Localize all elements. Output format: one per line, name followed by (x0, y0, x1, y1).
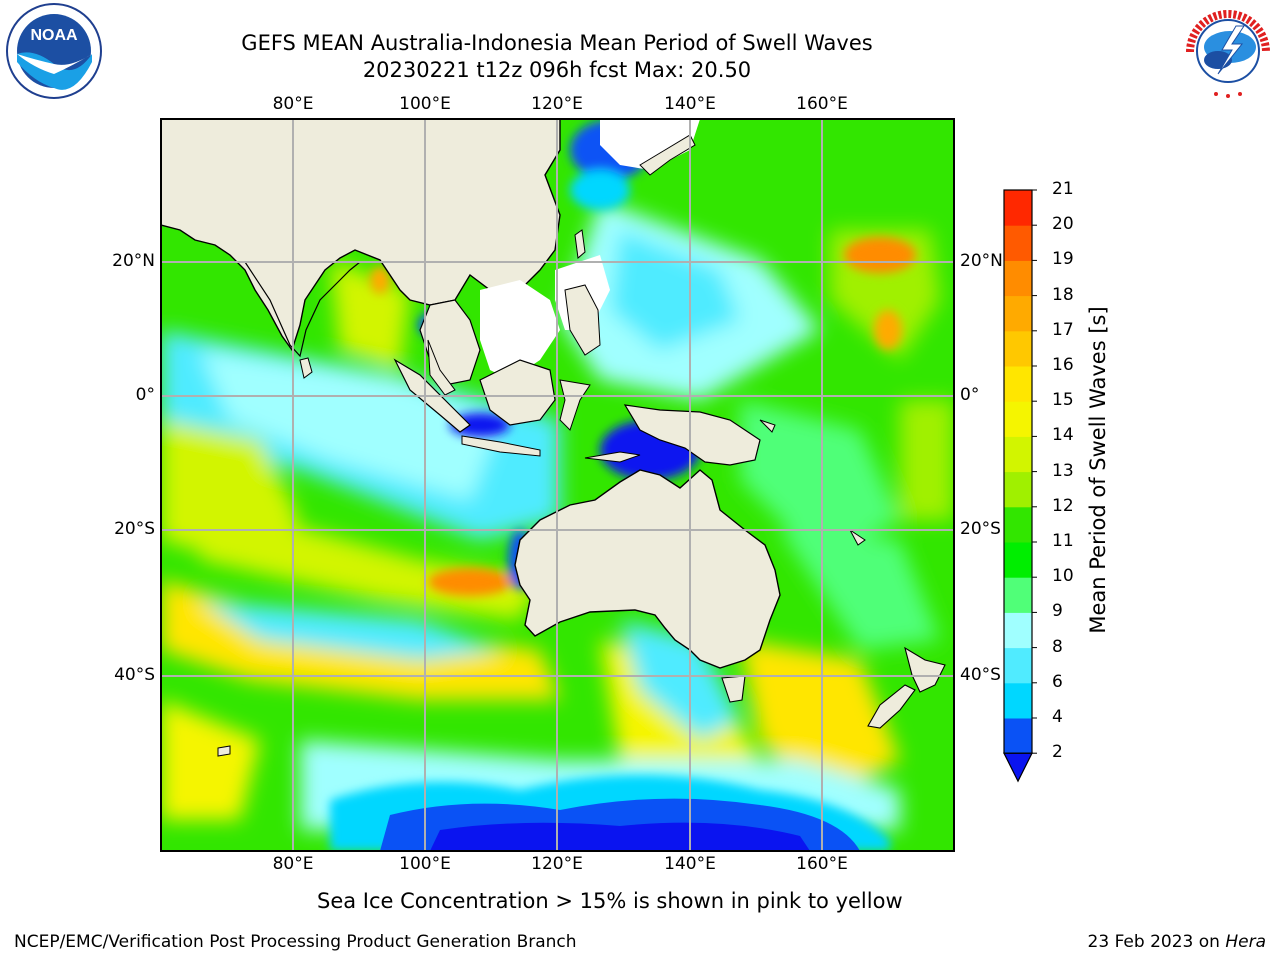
lat-label-right-20s: 20°S (960, 519, 1001, 539)
colorbar-tick-label: 6 (1052, 671, 1063, 692)
lon-label-bottom-160e: 160°E (796, 854, 848, 874)
lon-label-top-140e: 140°E (664, 94, 716, 114)
colorbar-tick-label: 14 (1052, 425, 1074, 446)
colorbar-bin (1004, 718, 1032, 754)
sea-ice-note: Sea Ice Concentration > 15% is shown in … (317, 889, 903, 913)
lat-label-left-20s: 20°S (114, 519, 155, 539)
credit-text: NCEP/EMC/Verification Post Processing Pr… (14, 932, 577, 952)
lon-label-bottom-80e: 80°E (272, 854, 314, 874)
colorbar-bin (1004, 647, 1032, 684)
date-text: 23 Feb 2023 on (1087, 932, 1220, 952)
colorbar-tick-label: 11 (1052, 531, 1074, 551)
colorbar-bin (1004, 577, 1032, 613)
graticule (161, 119, 954, 851)
lon-label-bottom-120e: 120°E (531, 854, 583, 874)
colorbar-tick-label: 19 (1052, 249, 1074, 270)
lat-label-right-40s: 40°S (960, 665, 1001, 685)
colorbar (1003, 189, 1037, 783)
colorbar-bin (1004, 542, 1032, 578)
datestamp: 23 Feb 2023 on Hera (1088, 932, 1266, 952)
colorbar-bin (1004, 682, 1032, 719)
colorbar-tick-label: 17 (1052, 319, 1074, 340)
map-subtitle: 20230221 t12z 096h fcst Max: 20.50 (362, 58, 752, 82)
colorbar-tick-label: 15 (1052, 390, 1074, 411)
colorbar-bin (1004, 295, 1032, 332)
colorbar-title: Mean Period of Swell Waves [s] (1086, 306, 1110, 634)
lon-label-top-160e: 160°E (796, 94, 848, 114)
colorbar-tick-label: 8 (1052, 636, 1063, 657)
colorbar-bin (1004, 260, 1032, 297)
colorbar-bin (1004, 612, 1032, 649)
lat-label-left-40s: 40°S (114, 665, 155, 685)
noaa-logo: NOAA (6, 3, 102, 99)
colorbar-tick-label: 12 (1052, 495, 1074, 516)
host-text: Hera (1225, 932, 1266, 952)
colorbar-tick-label: 21 (1052, 179, 1074, 199)
colorbar-extend-arrow (1003, 752, 1033, 783)
colorbar-tick-label: 9 (1052, 601, 1063, 622)
colorbar-tick-label: 20 (1052, 214, 1074, 235)
colorbar-bin (1004, 225, 1032, 261)
lon-label-bottom-140e: 140°E (664, 854, 716, 874)
colorbar-tick-label: 16 (1052, 355, 1074, 375)
colorbar-tick-label: 10 (1052, 566, 1074, 587)
colorbar-bin (1004, 471, 1032, 508)
colorbar-bin (1004, 330, 1032, 367)
colorbar-bin (1004, 366, 1032, 402)
lat-label-right-20n: 20°N (960, 251, 1003, 271)
lon-label-top-100e: 100°E (399, 94, 451, 114)
colorbar-bin (1004, 506, 1032, 543)
colorbar-tick-label: 4 (1052, 707, 1063, 727)
map-title: GEFS MEAN Australia-Indonesia Mean Perio… (241, 31, 873, 55)
lon-label-top-120e: 120°E (531, 94, 583, 114)
lat-label-left-20n: 20°N (112, 251, 155, 271)
colorbar-tick-label: 18 (1052, 284, 1074, 305)
map-frame (160, 118, 955, 852)
svg-text:NOAA: NOAA (30, 27, 78, 44)
lon-label-top-80e: 80°E (272, 94, 314, 114)
colorbar-tick-label: 13 (1052, 460, 1074, 481)
colorbar-tick-label: 2 (1052, 742, 1063, 763)
lon-label-bottom-100e: 100°E (399, 854, 451, 874)
colorbar-bin (1004, 190, 1032, 226)
nws-logo (1181, 4, 1275, 98)
lat-label-right-0: 0° (960, 385, 980, 405)
colorbar-bin (1004, 401, 1032, 437)
colorbar-bin (1004, 436, 1032, 473)
lat-label-left-0: 0° (135, 385, 155, 405)
